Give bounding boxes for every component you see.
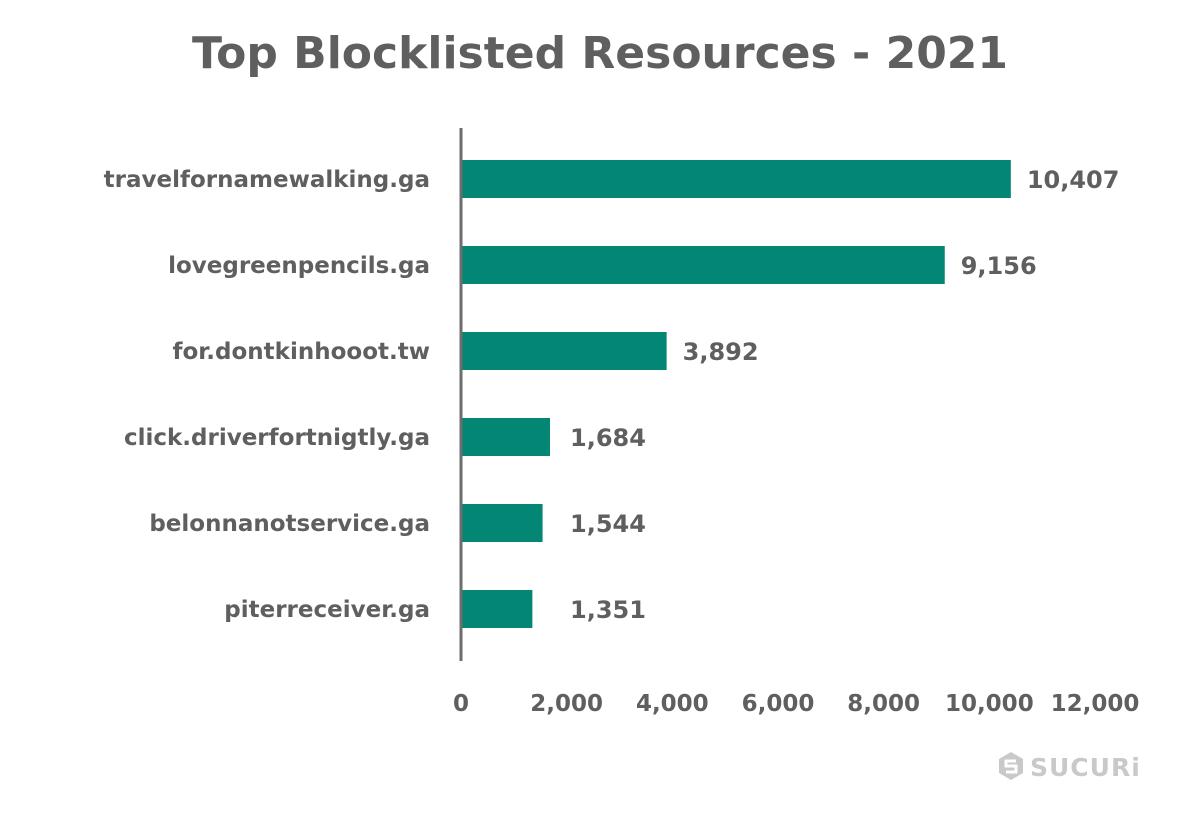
x-axis-ticks: 0 2,000 4,000 6,000 8,000 10,000 12,000 bbox=[453, 691, 1139, 717]
category-label-4: belonnanotservice.ga bbox=[149, 511, 430, 537]
category-label-2: for.dontkinhooot.tw bbox=[172, 339, 430, 365]
bar-5 bbox=[461, 590, 533, 628]
x-tick-3: 6,000 bbox=[742, 691, 815, 717]
brand-logo: SUCURi bbox=[999, 752, 1141, 782]
value-label-3: 1,684 bbox=[570, 424, 646, 452]
bar-2 bbox=[461, 332, 667, 370]
bar-1 bbox=[461, 246, 945, 284]
value-label-2: 3,892 bbox=[683, 338, 759, 366]
x-tick-6: 12,000 bbox=[1051, 691, 1140, 717]
x-tick-2: 4,000 bbox=[636, 691, 709, 717]
value-labels: 10,407 9,156 3,892 1,684 1,544 1,351 bbox=[570, 166, 1119, 624]
chart-title: Top Blocklisted Resources - 2021 bbox=[192, 28, 1008, 79]
x-tick-4: 8,000 bbox=[847, 691, 920, 717]
category-label-5: piterreceiver.ga bbox=[224, 597, 430, 623]
brand-name: SUCURi bbox=[1030, 753, 1141, 782]
category-label-1: lovegreenpencils.ga bbox=[168, 253, 430, 279]
category-label-3: click.driverfortnigtly.ga bbox=[124, 425, 430, 451]
category-labels: travelfornamewalking.ga lovegreenpencils.… bbox=[104, 167, 430, 623]
bar-0 bbox=[461, 160, 1011, 198]
x-tick-1: 2,000 bbox=[530, 691, 603, 717]
value-label-1: 9,156 bbox=[961, 252, 1037, 280]
value-label-0: 10,407 bbox=[1027, 166, 1120, 194]
bar-4 bbox=[461, 504, 543, 542]
category-label-0: travelfornamewalking.ga bbox=[104, 167, 430, 193]
sucuri-logo-icon bbox=[999, 752, 1023, 780]
x-tick-5: 10,000 bbox=[945, 691, 1034, 717]
x-tick-0: 0 bbox=[453, 691, 469, 717]
value-label-4: 1,544 bbox=[570, 510, 646, 538]
bar-3 bbox=[461, 418, 550, 456]
bars-group bbox=[461, 160, 1011, 628]
value-label-5: 1,351 bbox=[570, 596, 646, 624]
